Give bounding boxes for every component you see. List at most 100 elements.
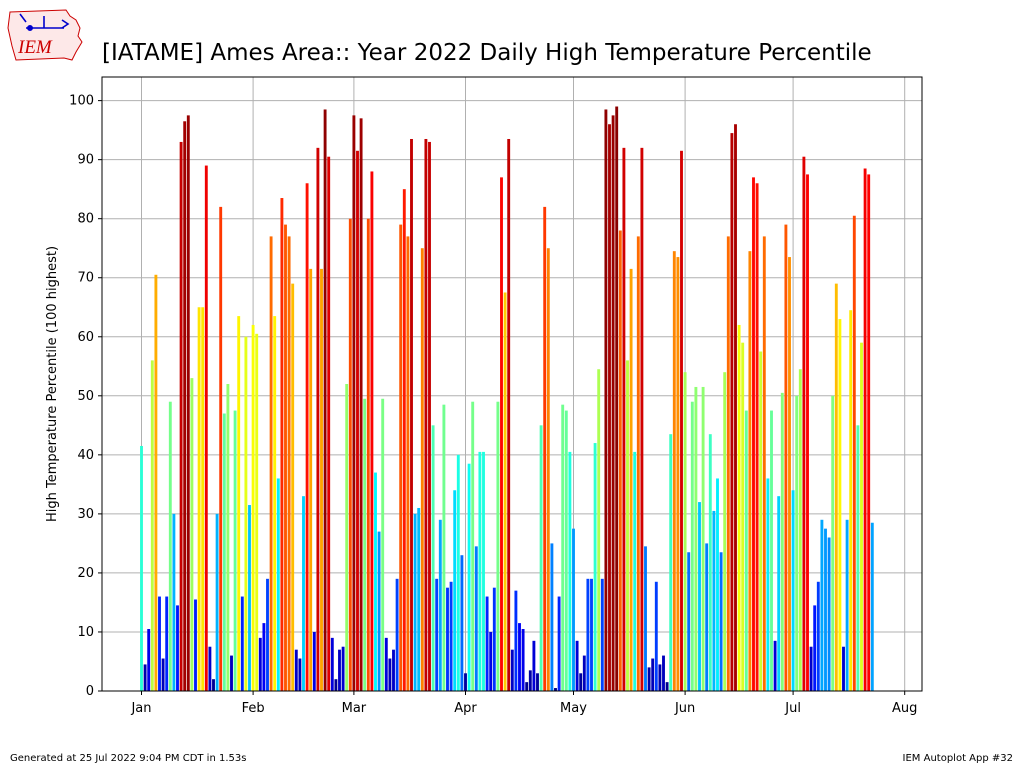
bar [438, 519, 442, 691]
plot-frame [101, 76, 923, 692]
bar [388, 658, 392, 691]
bar [849, 310, 853, 691]
bar [420, 248, 424, 691]
bar [215, 513, 219, 691]
bar [611, 115, 615, 691]
bar [165, 596, 169, 691]
bar [680, 150, 683, 691]
bar [410, 138, 413, 692]
bar [863, 168, 867, 691]
bar [593, 443, 597, 691]
bar [608, 124, 611, 691]
bar [518, 623, 521, 691]
bar [266, 578, 269, 691]
y-tick-label: 100 [69, 94, 94, 109]
bar [431, 425, 435, 691]
bar [626, 360, 629, 691]
bar [496, 401, 500, 691]
bar [651, 658, 655, 691]
bar [604, 109, 608, 692]
app-label: IEM Autoplot App #32 [902, 753, 1013, 764]
bar [658, 664, 662, 691]
bar [654, 581, 658, 691]
bar [590, 578, 593, 691]
bar [284, 224, 287, 691]
bar [867, 174, 871, 692]
bar [204, 165, 208, 692]
bar [352, 115, 356, 691]
bar [716, 478, 719, 691]
bar [453, 490, 457, 691]
bar [460, 555, 464, 691]
bar [683, 372, 687, 691]
bar [676, 257, 680, 691]
x-tick-label: Mar [342, 701, 367, 716]
y-tick-label: 20 [77, 566, 94, 581]
bar [741, 342, 745, 691]
bar [838, 319, 842, 691]
bar [543, 206, 547, 691]
bar [276, 478, 280, 691]
bar [568, 451, 572, 691]
y-tick-label: 0 [86, 684, 94, 699]
bar [698, 502, 701, 691]
iowa-state-outline [7, 9, 83, 61]
bar [212, 679, 215, 691]
bar [669, 434, 673, 691]
bar [140, 445, 143, 691]
y-tick-label: 60 [77, 330, 94, 345]
bar [305, 183, 309, 691]
bar [330, 637, 334, 691]
bar [575, 640, 579, 691]
bar [413, 513, 417, 691]
bar [384, 637, 388, 691]
bar [539, 425, 543, 691]
bar [701, 386, 705, 691]
bar [788, 257, 791, 691]
bar [230, 655, 233, 691]
bar [802, 156, 806, 692]
bar [442, 404, 446, 691]
bar [402, 189, 406, 691]
bar [327, 156, 331, 692]
bar [730, 133, 734, 691]
chart-title: [IATAME] Ames Area:: Year 2022 Daily Hig… [102, 40, 872, 66]
y-tick-label: 80 [77, 212, 94, 227]
x-tick-label: Aug [892, 701, 917, 716]
bar [564, 410, 568, 691]
bar [546, 248, 550, 691]
bar [323, 109, 327, 692]
bar [435, 578, 439, 691]
bar [233, 410, 237, 691]
bar [222, 413, 226, 691]
bar [737, 324, 741, 691]
bar [143, 664, 147, 691]
bar [424, 138, 428, 692]
bar [251, 324, 255, 691]
bar [176, 605, 179, 691]
x-tick-label: Jul [784, 701, 801, 716]
bar [824, 528, 827, 691]
bar [820, 519, 824, 691]
bar [514, 590, 518, 691]
bar [392, 649, 395, 691]
bar [464, 673, 467, 691]
y-tick-label: 90 [77, 153, 94, 168]
bar [208, 646, 212, 691]
bar [636, 236, 640, 691]
bar [179, 141, 183, 691]
bar [629, 268, 633, 691]
bar [381, 398, 385, 691]
bar [374, 472, 377, 691]
logo-text: IEM [17, 37, 53, 58]
bar [712, 510, 716, 691]
bar [852, 215, 856, 691]
y-tick-label: 10 [77, 625, 94, 640]
bar [244, 336, 248, 691]
bar [762, 236, 766, 691]
x-tick-label: Feb [242, 701, 265, 716]
bar [348, 218, 352, 691]
y-tick-label: 70 [77, 271, 94, 286]
bar [500, 177, 503, 692]
bar [248, 505, 251, 691]
